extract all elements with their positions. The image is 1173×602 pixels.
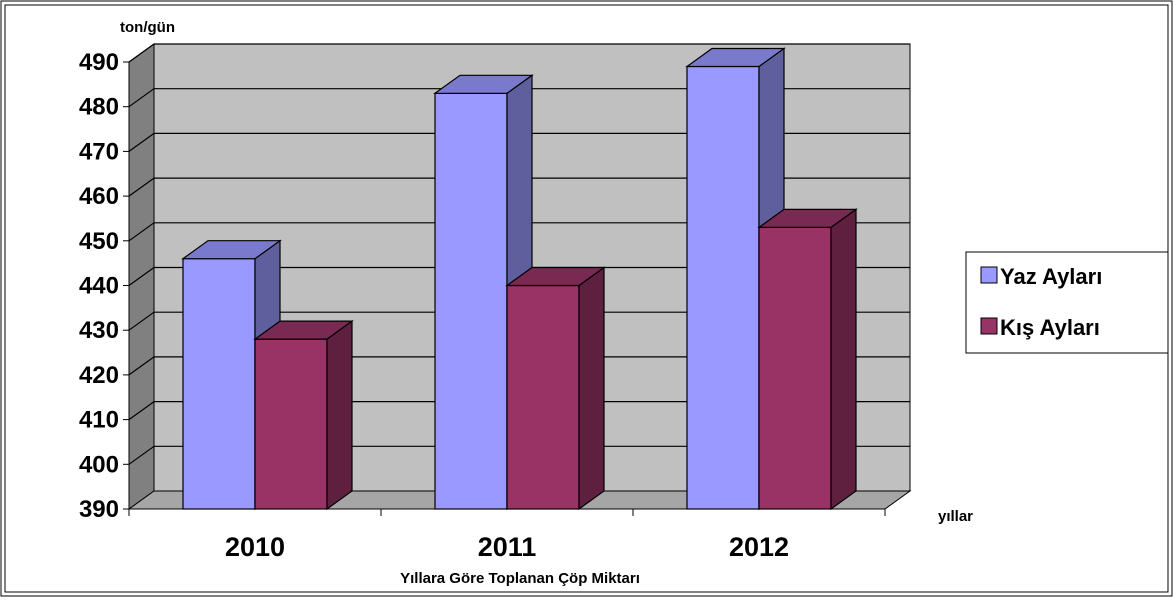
y-axis-title: ton/gün [120, 19, 175, 36]
bar-front [434, 92, 508, 510]
bar-side [326, 319, 353, 511]
bar-front [182, 258, 256, 510]
gridline-side [128, 88, 155, 108]
bar-front [758, 226, 832, 510]
bar-side [830, 208, 857, 511]
bar-top [505, 266, 606, 287]
legend-swatch [980, 317, 998, 335]
gridline-side [128, 356, 155, 376]
gridline-side [128, 267, 155, 286]
bar-front [506, 284, 580, 510]
legend-label: Yaz Ayları [1000, 264, 1102, 289]
bar-top [181, 240, 282, 260]
y-tick-label: 490 [79, 49, 119, 76]
gridline-side [128, 43, 155, 63]
x-axis-title: yıllar [938, 508, 973, 525]
bar-top [253, 320, 354, 340]
bar [505, 266, 606, 511]
chart-title: Yıllara Göre Toplanan Çöp Miktarı [400, 570, 640, 587]
legend-label: Kış Ayları [1000, 315, 1100, 340]
y-tick-label: 410 [79, 407, 119, 434]
x-tick-label: 2012 [729, 532, 789, 562]
bar [757, 208, 858, 511]
y-tick-label: 420 [79, 362, 119, 389]
gridline-side [128, 445, 155, 465]
legend: Yaz Ayları Kış Ayları [965, 251, 1169, 354]
gridline-side [128, 132, 155, 152]
plot-area: 390 400 410 420 430 440 450 460 470 480 490 2010 201… [79, 43, 912, 562]
legend-box [965, 251, 1169, 354]
y-tick-label: 390 [79, 496, 119, 523]
bar-front [686, 65, 760, 510]
gridline-side [128, 177, 155, 197]
bar-top [433, 74, 534, 94]
y-tick-label: 480 [79, 94, 119, 121]
bar [253, 319, 354, 511]
x-tick-label: 2010 [225, 532, 285, 562]
y-tick-label: 460 [79, 183, 119, 210]
bar-side [578, 266, 605, 511]
y-tick-label: 430 [79, 317, 119, 344]
bar-top [685, 47, 786, 68]
legend-swatch [980, 266, 998, 284]
x-tick-label: 2011 [478, 532, 537, 562]
gridline-side [128, 401, 155, 421]
bar-top [757, 208, 858, 228]
gridline-side [128, 222, 155, 242]
y-tick-label: 470 [79, 138, 119, 165]
gridline-side [128, 311, 155, 331]
y-tick-label: 440 [79, 273, 119, 300]
y-tick-label: 400 [79, 451, 119, 478]
y-tick-label: 450 [79, 228, 119, 255]
bar-front [254, 338, 328, 510]
